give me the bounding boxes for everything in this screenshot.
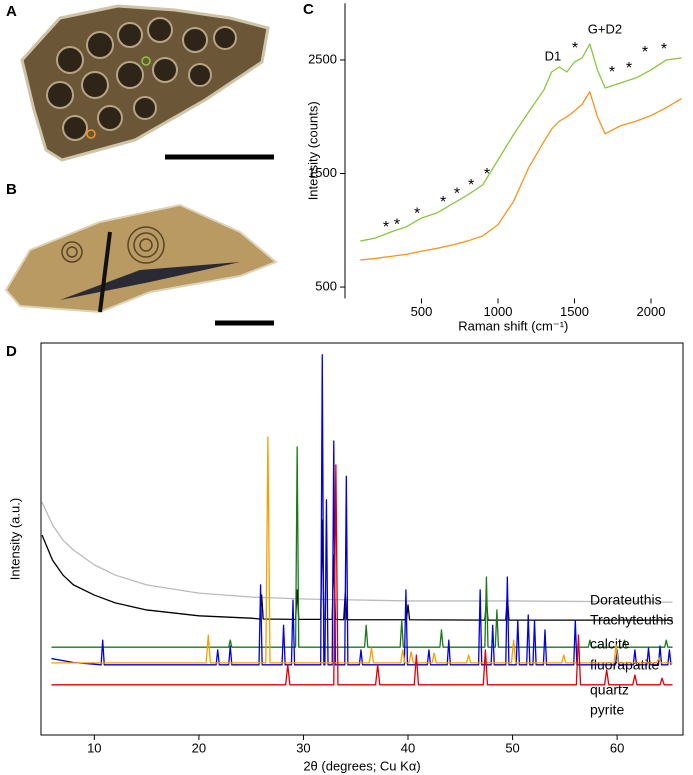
series-label: Dorateuthis [590, 592, 662, 608]
series-line [360, 91, 682, 261]
photo-b [4, 203, 278, 326]
x-tick-label: 10 [87, 740, 101, 755]
x-tick-label: 1500 [560, 304, 589, 319]
series-label: Trachyteuthis [590, 612, 674, 628]
panel-label: D [6, 343, 17, 360]
series-line [51, 464, 673, 686]
panel-label: B [6, 181, 17, 198]
y-tick-label: 500 [315, 278, 337, 293]
x-tick-label: 30 [296, 740, 310, 755]
y-tick-label: 2500 [308, 51, 337, 66]
annotation: D1 [545, 48, 562, 63]
x-tick-label: 2000 [637, 304, 666, 319]
x-tick-label: 20 [192, 740, 206, 755]
series-label: calcite [590, 636, 630, 652]
x-tick-label: 1000 [484, 304, 513, 319]
x-tick-label: 500 [411, 304, 433, 319]
series-line [51, 436, 673, 664]
series-label: pyrite [590, 702, 624, 718]
series-line [360, 43, 682, 242]
x-tick-label: 50 [505, 740, 519, 755]
y-axis-label: Intensity (counts) [305, 101, 320, 200]
annotation: * [394, 216, 400, 233]
series-label: quartz [590, 682, 629, 698]
annotation: * [609, 64, 615, 81]
annotation: * [414, 205, 420, 222]
annotation: * [642, 44, 648, 61]
series-line [41, 519, 673, 621]
series-line [51, 354, 672, 666]
series-line [41, 501, 673, 603]
x-axis-label: 2θ (degrees; Cu Kα) [303, 758, 420, 773]
panel-label: A [6, 3, 17, 20]
annotation: * [468, 177, 474, 194]
annotation: * [572, 40, 578, 57]
x-tick-label: 40 [401, 740, 415, 755]
y-axis-label: Intensity (a.u.) [7, 498, 22, 580]
annotation: * [383, 219, 389, 236]
annotation: * [454, 185, 460, 202]
x-axis-label: Raman shift (cm⁻¹) [458, 318, 568, 333]
photo-a [20, 4, 274, 162]
annotation: G+D2 [588, 21, 622, 36]
series-label: fluorapatite [590, 657, 659, 673]
plot-frame [40, 342, 684, 736]
x-tick-label: 60 [610, 740, 624, 755]
y-tick-label: 1500 [308, 165, 337, 180]
annotation: * [440, 194, 446, 211]
panel-label: C [303, 1, 314, 18]
series-line [51, 446, 673, 648]
annotation: * [661, 41, 667, 58]
annotation: * [484, 166, 490, 183]
annotation: * [626, 60, 632, 77]
